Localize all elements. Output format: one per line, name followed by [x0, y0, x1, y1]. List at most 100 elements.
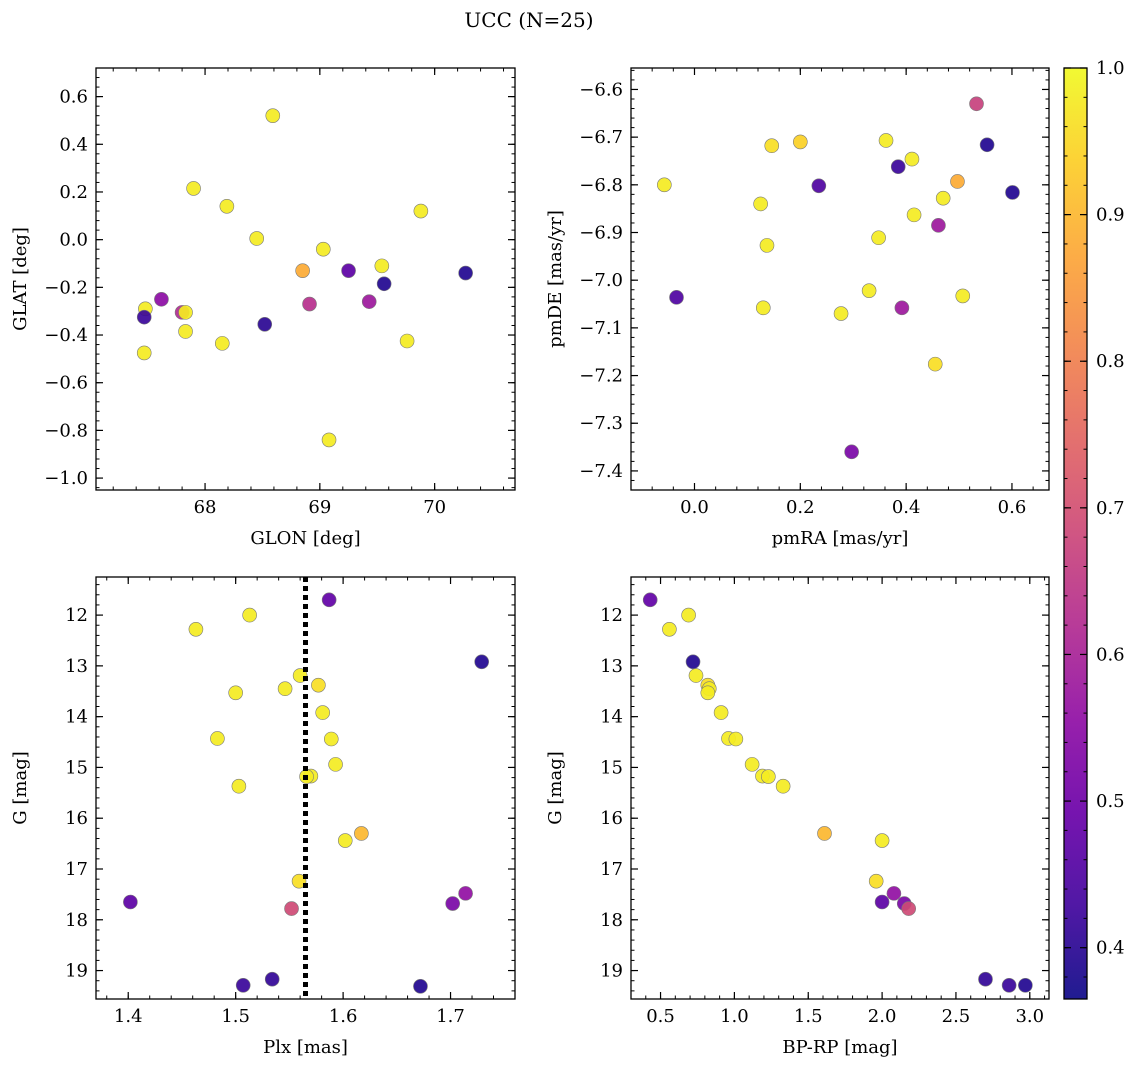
x-tick-label: 0.4	[892, 497, 921, 518]
y-tick-label: −0.6	[44, 373, 88, 394]
y-tick-label: −0.4	[44, 325, 88, 346]
y-tick-label: −7.4	[579, 461, 623, 482]
scatter-point	[264, 971, 280, 987]
y-tick-label: 15	[65, 757, 88, 778]
scatter-point	[315, 705, 330, 720]
y-tick-label: −0.8	[44, 420, 88, 441]
y-tick-label: 17	[65, 859, 88, 880]
scatter-point	[123, 894, 138, 910]
scatter-point	[861, 283, 877, 298]
colorbar-tick-label: 0.5	[1096, 791, 1125, 812]
y-tick-label: −6.6	[579, 79, 623, 100]
scatter-point	[257, 316, 273, 332]
colorbar-tick-label: 0.7	[1096, 498, 1125, 519]
scatter-point	[321, 432, 337, 448]
scatter-point	[399, 333, 415, 349]
x-tick-label: 70	[423, 497, 446, 518]
colorbar-tick-label: 1.0	[1096, 58, 1125, 79]
y-tick-label: 16	[65, 808, 88, 829]
scatter-point	[277, 681, 293, 697]
scatter-point	[1005, 185, 1020, 200]
x-tick-label: 1.7	[436, 1006, 465, 1027]
x-axis-label: GLON [deg]	[250, 528, 360, 549]
plot-area	[657, 96, 1020, 460]
plot-frame	[630, 67, 1050, 491]
scatter-point	[886, 886, 902, 901]
scatter-point	[413, 203, 429, 219]
scatter-point	[374, 258, 390, 274]
panel-plx-g: 1.4 1.5 1.6 1.7 12 13 14 15 16 17 18 19 Plx [mas] G […	[10, 576, 516, 1058]
x-tick-label: 0.6	[998, 497, 1027, 518]
y-tick-label: 0.2	[59, 182, 88, 203]
minor-ticks	[96, 577, 516, 999]
scatter-point	[669, 290, 684, 305]
scatter-point	[1018, 977, 1033, 993]
scatter-point	[931, 218, 946, 233]
colorbar-tick-label: 0.9	[1096, 205, 1125, 226]
scatter-point	[688, 668, 704, 683]
scatter-point	[178, 305, 193, 320]
y-tick-label: −6.8	[579, 175, 623, 196]
colorbar: 0.4 0.5 0.6 0.7 0.8 0.9 1.0	[1063, 58, 1125, 1000]
scatter-point	[657, 177, 672, 193]
scatter-point	[700, 685, 716, 701]
plot-area	[136, 108, 473, 448]
scatter-point	[950, 174, 965, 189]
plot-frame	[95, 67, 516, 491]
scatter-point	[311, 677, 326, 693]
x-tick-label: 68	[194, 497, 217, 518]
scatter-point	[874, 894, 890, 910]
scatter-point	[744, 757, 760, 772]
scatter-point	[242, 607, 257, 623]
scatter-point	[284, 901, 299, 916]
scatter-point	[793, 134, 808, 150]
scatter-point	[341, 263, 356, 278]
scatter-point	[764, 138, 780, 154]
scatter-point	[894, 300, 910, 316]
scatter-point	[833, 306, 849, 321]
y-tick-label: 13	[65, 656, 88, 677]
x-tick-label: 1.0	[720, 1006, 749, 1027]
scatter-point	[186, 181, 201, 196]
scatter-point	[291, 873, 307, 889]
scatter-point	[413, 979, 428, 994]
panel-glon-glat: 68 69 70 −1.0 −0.8 −0.6 −0.4 −0.2 0.0 0.2 0.4 0.6 GL…	[10, 67, 516, 549]
y-axis-label: GLAT [deg]	[10, 227, 31, 331]
scatter-point	[927, 356, 943, 372]
y-tick-label: 14	[65, 707, 88, 728]
y-axis-label: pmDE [mas/yr]	[545, 210, 566, 348]
minor-ticks	[630, 577, 1049, 999]
scatter-point	[458, 886, 473, 901]
scatter-point	[871, 230, 886, 246]
scatter-point	[302, 296, 317, 312]
scatter-point	[354, 826, 369, 841]
x-axis-label: Plx [mas]	[263, 1037, 348, 1058]
scatter-point	[315, 241, 331, 257]
scatter-point	[642, 592, 658, 608]
y-tick-label: 0.6	[59, 87, 88, 108]
scatter-point	[361, 294, 377, 309]
panel-pmra-pmde: 0.0 0.2 0.4 0.6 −7.4 −7.3 −7.2 −7.1 −7.0 −6.9 −6.8…	[545, 67, 1050, 549]
scatter-point	[681, 607, 696, 623]
scatter-point	[955, 288, 971, 304]
scatter-point	[761, 769, 776, 784]
scatter-point	[817, 826, 832, 841]
scatter-point	[136, 309, 152, 325]
y-tick-label: 0.4	[59, 134, 88, 155]
y-tick-label: 13	[600, 656, 623, 677]
y-tick-label: 12	[600, 605, 623, 626]
y-tick-label: 16	[600, 808, 623, 829]
scatter-point	[323, 731, 339, 747]
scatter-point	[878, 133, 894, 148]
y-tick-label: −0.2	[44, 277, 88, 298]
x-tick-label: 2.0	[868, 1006, 897, 1027]
x-axis-label: BP-RP [mag]	[782, 1037, 897, 1058]
scatter-point	[235, 977, 251, 993]
scatter-point	[154, 291, 169, 307]
minor-ticks	[96, 67, 515, 490]
scatter-point	[458, 265, 473, 281]
y-tick-label: −7.3	[579, 413, 623, 434]
scatter-point	[136, 345, 152, 361]
scatter-point	[228, 685, 243, 701]
x-tick-label: 1.6	[329, 1006, 358, 1027]
